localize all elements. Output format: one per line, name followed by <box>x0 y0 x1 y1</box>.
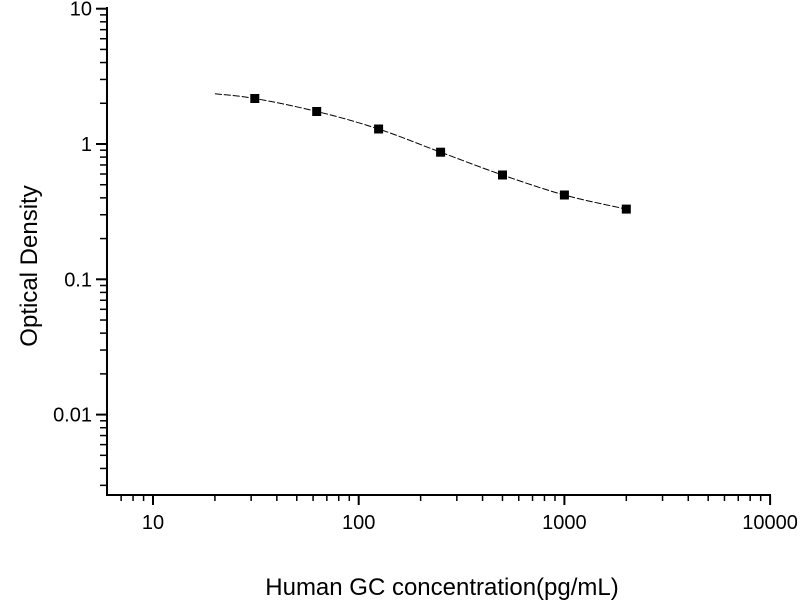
y-tick-label: 0.01 <box>53 405 92 427</box>
x-tick-label: 100 <box>342 512 375 534</box>
data-point-marker <box>621 204 631 214</box>
data-point-marker <box>436 147 446 157</box>
data-point-marker <box>250 94 260 103</box>
x-tick-label: 1000 <box>542 512 587 534</box>
data-point-marker <box>312 107 322 116</box>
fit-curve-line <box>214 93 627 210</box>
data-point-marker <box>374 124 384 134</box>
x-axis-title: Human GC concentration(pg/mL) <box>265 574 619 600</box>
y-tick-label: 1 <box>81 134 92 156</box>
y-axis-title: Optical Density <box>16 185 43 347</box>
x-tick-label: 10000 <box>742 512 798 534</box>
y-tick-label: 0.1 <box>64 269 92 291</box>
data-point-marker <box>498 170 507 180</box>
data-point-marker <box>559 190 569 200</box>
x-tick-label: 10 <box>142 512 164 534</box>
y-tick-label: 10 <box>70 0 92 21</box>
